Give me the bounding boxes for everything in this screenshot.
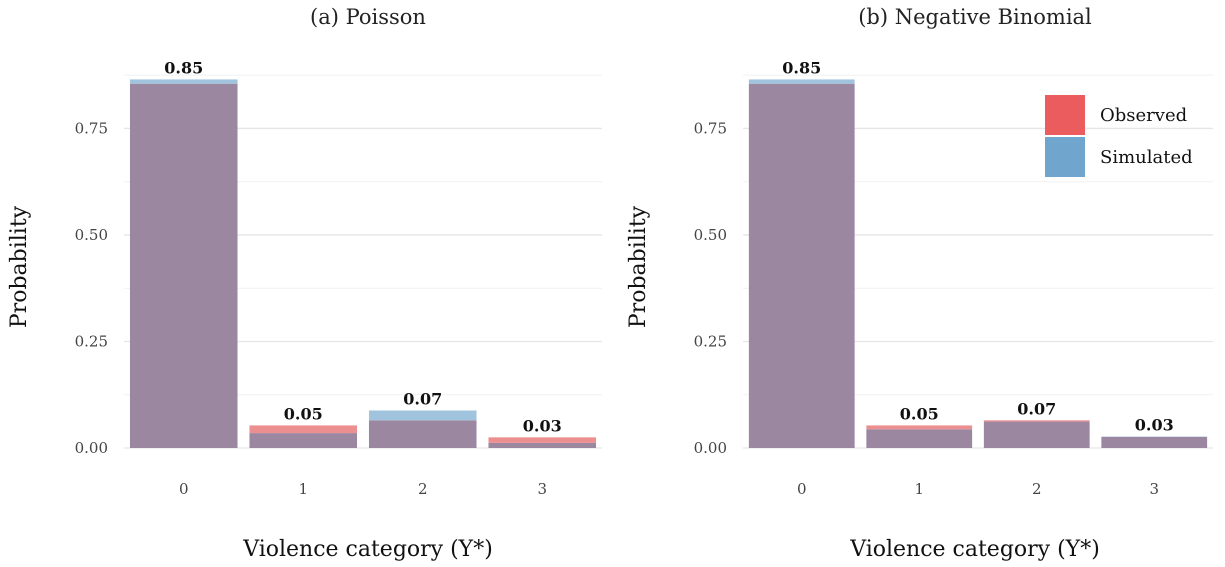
x-axis-title: Violence category (Y*) [242,537,493,562]
bar-simulated-excess [368,410,477,421]
bar-observed-excess [488,437,597,443]
bar-overlap [1101,436,1208,448]
bar-observed-excess [249,425,358,434]
data-label: 0.03 [1135,415,1174,434]
legend-key-observed [1045,95,1085,135]
bar-overlap [866,429,973,448]
data-label: 0.05 [900,404,939,423]
y-axis-title: Probability [7,205,32,328]
data-label: 0.07 [1017,399,1056,418]
x-tick-label: 0 [179,480,189,498]
y-tick-label: 0.50 [75,226,108,244]
y-tick-label: 0.25 [694,332,727,350]
data-label: 0.07 [403,390,442,409]
bar-observed-excess [866,425,973,430]
y-tick-label: 0.50 [694,226,727,244]
legend-key-simulated [1045,137,1085,177]
y-tick-label: 0.00 [75,439,108,457]
bar-overlap [129,83,238,449]
y-tick-label: 0.00 [694,439,727,457]
bar-simulated-excess [129,79,238,84]
bar-simulated-excess [748,79,855,84]
plot-area: 0.00 0.25 0.50 0.75 0.85 0 0.05 1 0.07 2 0.03 3 [694,58,1213,498]
bar-overlap [748,83,855,449]
x-axis-title: Violence category (Y*) [849,537,1100,562]
x-tick-label: 1 [298,480,308,498]
panel-title: (a) Poisson [310,5,426,29]
x-tick-label: 2 [1032,480,1042,498]
x-tick-label: 3 [537,480,547,498]
plot-area: 0.00 0.25 0.50 0.75 0.85 0 0.05 1 0.07 2 0.03 3 [75,58,602,498]
x-tick-label: 3 [1149,480,1159,498]
data-label: 0.85 [782,58,821,77]
x-tick-label: 2 [418,480,428,498]
legend-label-observed: Observed [1100,105,1187,126]
y-tick-label: 0.75 [694,119,727,137]
panel-title: (b) Negative Binomial [858,5,1092,29]
bar-observed-excess [983,420,1090,422]
data-label: 0.03 [523,416,562,435]
panel-negative-binomial: (b) Negative Binomial 0.000.250.500.750.… [626,5,1213,562]
data-label: 0.05 [284,404,323,423]
panel-poisson: (a) Poisson 0.000.250.500.750.8500.0510.… [7,5,602,562]
bar-overlap [983,421,1090,448]
bar-overlap [368,420,477,448]
y-axis-title: Probability [626,205,651,328]
bar-overlap [488,442,597,448]
x-tick-label: 1 [914,480,924,498]
bar-overlap [249,433,358,448]
y-tick-label: 0.75 [75,119,108,137]
legend: Observed Simulated [1045,95,1193,177]
data-label: 0.85 [164,58,203,77]
legend-label-simulated: Simulated [1100,147,1193,168]
x-tick-label: 0 [797,480,807,498]
y-tick-label: 0.25 [75,332,108,350]
